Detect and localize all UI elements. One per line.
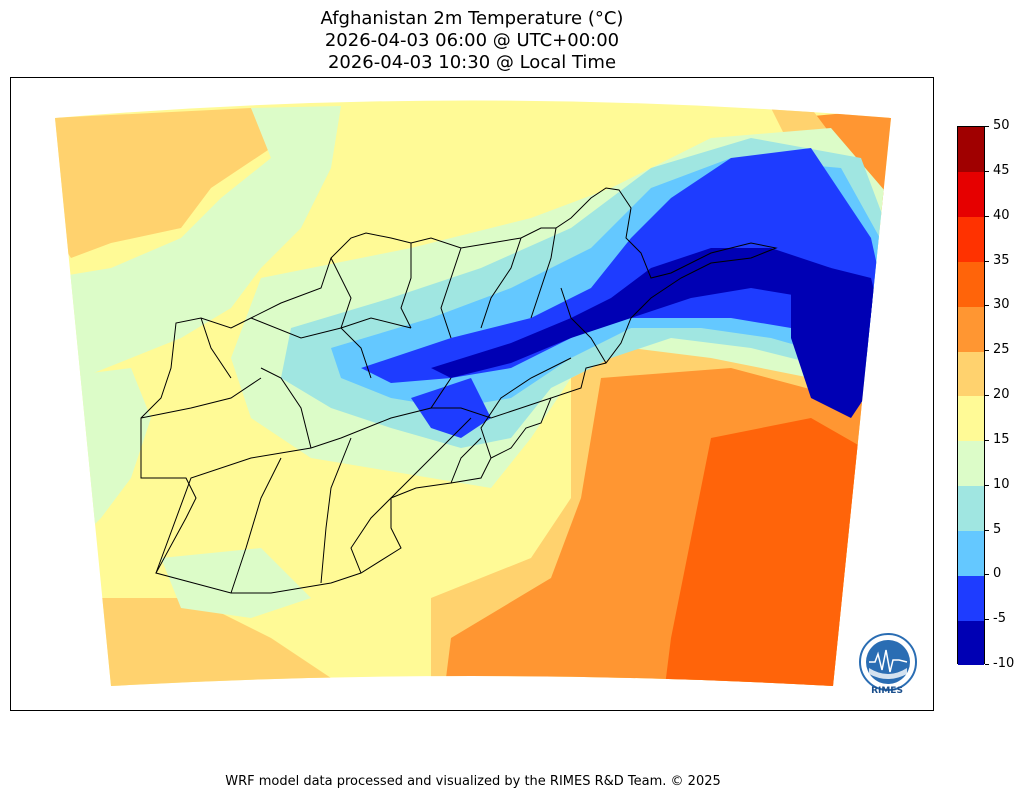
colorbar-segment [958,306,984,352]
rimes-logo [859,633,917,691]
colorbar-tick-label: 15 [993,431,1010,447]
colorbar-tick [985,529,989,531]
colorbar-segment [958,575,984,621]
colorbar-tick [985,439,989,441]
colorbar-tick-label: 50 [993,118,1010,133]
colorbar-segment [958,530,984,576]
sw-cool-patch [161,548,311,618]
footer-credit: WRF model data processed and visualized … [225,774,721,789]
colorbar-segment [958,216,984,262]
colorbar [957,126,985,666]
colorbar-tick-label: 25 [993,342,1010,358]
colorbar-tick [985,484,989,486]
central-blue-area [361,148,891,383]
central-deepblue-area [431,248,891,378]
colorbar-tick [985,350,989,352]
colorbar-tick [985,305,989,307]
colorbar-tick-label: 5 [993,521,1002,537]
colorbar-tick [985,395,989,396]
nw-cool-band [55,106,341,378]
nw-warm-area [55,108,271,258]
se-hot-area [661,418,891,686]
colorbar-tick-label: 20 [993,387,1010,402]
colorbar-tick-label: 35 [993,252,1010,268]
colorbar-segment [958,127,984,173]
colorbar-segment [958,261,984,307]
colorbar-segment [958,620,984,666]
utc-time-label: 2026-04-03 06:00 @ UTC+00:00 [324,30,620,51]
colorbar-tick-label: 30 [993,297,1010,313]
map-title: Afghanistan 2m Temperature (°C) [320,8,624,29]
colorbar-tick-label: 40 [993,207,1010,223]
colorbar-tick-label: -5 [993,611,1006,627]
colorbar-tick [985,126,989,127]
country-border [140,187,778,594]
colorbar-tick [985,664,989,665]
colorbar-segment [958,396,984,442]
colorbar-tick [985,619,989,621]
logo-text: RIMES [871,686,903,696]
province-boundaries [140,187,778,594]
colorbar-segment [958,171,984,218]
colorbar-tick [985,170,989,172]
temperature-map [55,100,891,686]
map-frame [10,77,934,711]
colorbar-tick-label: 0 [993,566,1002,582]
local-time-label: 2026-04-03 10:30 @ Local Time [327,52,617,73]
colorbar-tick-label: 10 [993,476,1010,492]
colorbar-segment [958,485,984,531]
colorbar-tick [985,574,989,576]
sw-warm-area [101,598,331,686]
colorbar-tick [985,215,989,217]
colorbar-tick [985,260,989,262]
colorbar-segment [958,440,984,487]
colorbar-tick-label: -10 [993,656,1015,671]
colorbar-segment [958,351,984,397]
colorbar-tick-label: 45 [993,162,1010,178]
